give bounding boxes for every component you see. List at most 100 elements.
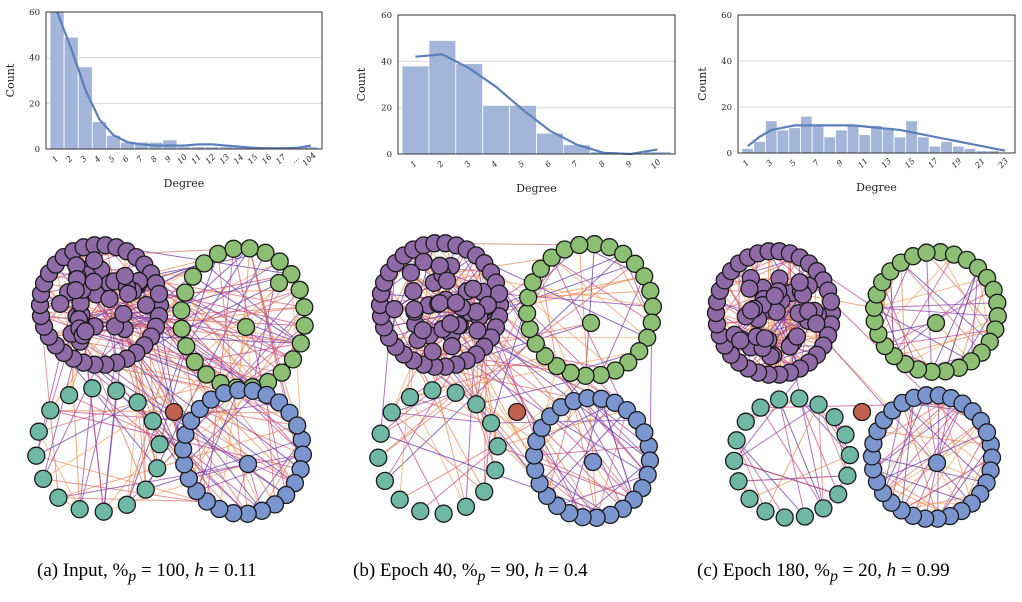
graph-node	[83, 379, 102, 398]
graph-node	[488, 437, 507, 456]
x-tick-label: 10	[649, 157, 663, 171]
caption-b-sub: p	[477, 567, 486, 585]
graph-edge	[893, 329, 996, 357]
graph-edge	[220, 289, 301, 384]
graph-node	[463, 279, 483, 298]
graph-node	[51, 294, 70, 313]
graph-node	[638, 328, 657, 347]
graph-node	[729, 472, 748, 491]
bar	[963, 147, 977, 154]
x-tick-label: 4	[489, 159, 500, 170]
graph-node	[769, 390, 789, 409]
graph-edge	[596, 409, 628, 518]
graph-node	[70, 500, 89, 519]
graph-edge	[798, 398, 846, 436]
graph-node	[117, 495, 137, 514]
caption-c: (c) Epoch 180, %p = 20, h = 0.99	[697, 560, 950, 586]
graph-node	[829, 485, 848, 504]
bar	[49, 11, 65, 150]
graph-edge	[926, 252, 933, 372]
graph-node	[94, 502, 113, 521]
graph-edge	[818, 404, 824, 509]
graph-edge	[926, 252, 996, 330]
graph-node	[177, 337, 196, 356]
graph-node	[295, 298, 314, 317]
bar	[811, 125, 825, 154]
graph-node	[751, 398, 770, 417]
graph-node	[291, 334, 310, 353]
graph-edge	[945, 267, 979, 372]
bar	[509, 104, 537, 155]
graph-edge	[535, 440, 584, 518]
y-tick-label: 60	[29, 8, 40, 18]
x-tick-label: 4	[92, 154, 103, 165]
graph-edge	[736, 440, 786, 518]
x-tick-label: 21	[973, 156, 987, 170]
graph-node	[115, 266, 135, 286]
graph-edge	[798, 398, 851, 456]
graph-node	[100, 289, 119, 309]
graph-node	[756, 502, 775, 521]
x-tick-label: 9	[163, 154, 173, 164]
x-tick-label: 13	[218, 152, 232, 166]
graph-node-outlier	[507, 402, 527, 422]
bar	[940, 141, 953, 154]
x-tick-label: 23	[996, 156, 1010, 170]
graph-node	[731, 331, 750, 350]
caption-a-percent: %	[112, 560, 129, 581]
graph-node	[34, 469, 53, 489]
graph-edge	[384, 364, 457, 482]
graph-edge	[733, 404, 819, 462]
bar	[764, 120, 778, 154]
graph-edge	[534, 469, 611, 516]
graph-node	[148, 459, 167, 478]
graph-edge	[42, 374, 207, 480]
bar	[455, 63, 484, 155]
caption-b-hval: = 0.4	[543, 560, 588, 581]
y-tick-label: 40	[381, 57, 392, 67]
graph-edge	[585, 244, 595, 376]
graph-node	[727, 431, 746, 450]
graph-edge	[873, 468, 972, 504]
graph-nodes	[706, 242, 1007, 528]
graph-edge	[126, 253, 219, 505]
graph-node	[821, 292, 841, 311]
graph-node	[29, 422, 48, 441]
graph-edge	[536, 402, 616, 442]
x-tick-label: 1	[741, 158, 751, 168]
graph-edge	[150, 336, 301, 344]
graph-node	[118, 284, 138, 303]
x-tick-label: ...	[289, 153, 301, 165]
histogram-panel-b: 0 20 40 60 1 2 3 4 5 6 7 8 9 10 Degree Count	[355, 11, 676, 195]
graph-node	[149, 284, 169, 304]
graph-edge	[412, 360, 485, 492]
graph-node	[224, 239, 243, 258]
graph-edge	[874, 277, 988, 309]
graph-edge	[409, 396, 492, 424]
graph-edge	[818, 404, 851, 456]
graph-edge	[873, 397, 952, 444]
x-tick-label: 11	[190, 152, 204, 166]
graph-node	[481, 413, 501, 433]
bar	[741, 147, 755, 154]
x-tick-label: 2	[435, 159, 446, 170]
graph-node	[385, 300, 404, 319]
x-tick-label: 12	[204, 152, 218, 166]
graph-edge	[745, 398, 800, 423]
caption-c-label: (c) Epoch 180,	[697, 560, 815, 581]
bar	[776, 129, 790, 154]
graph-node	[269, 273, 289, 293]
graph-node	[547, 356, 566, 376]
graph-edge	[834, 417, 848, 476]
graph-node	[437, 271, 457, 290]
graph-edge	[145, 439, 302, 491]
x-tick-label: 3	[764, 158, 774, 168]
graph-edge	[719, 257, 801, 292]
graph-edge	[144, 261, 280, 346]
graph-node	[619, 353, 638, 372]
graph-node	[238, 454, 258, 474]
graph-node	[197, 365, 216, 384]
graph-node	[295, 316, 314, 335]
network-graph-b	[369, 234, 663, 527]
graph-node	[49, 488, 68, 507]
